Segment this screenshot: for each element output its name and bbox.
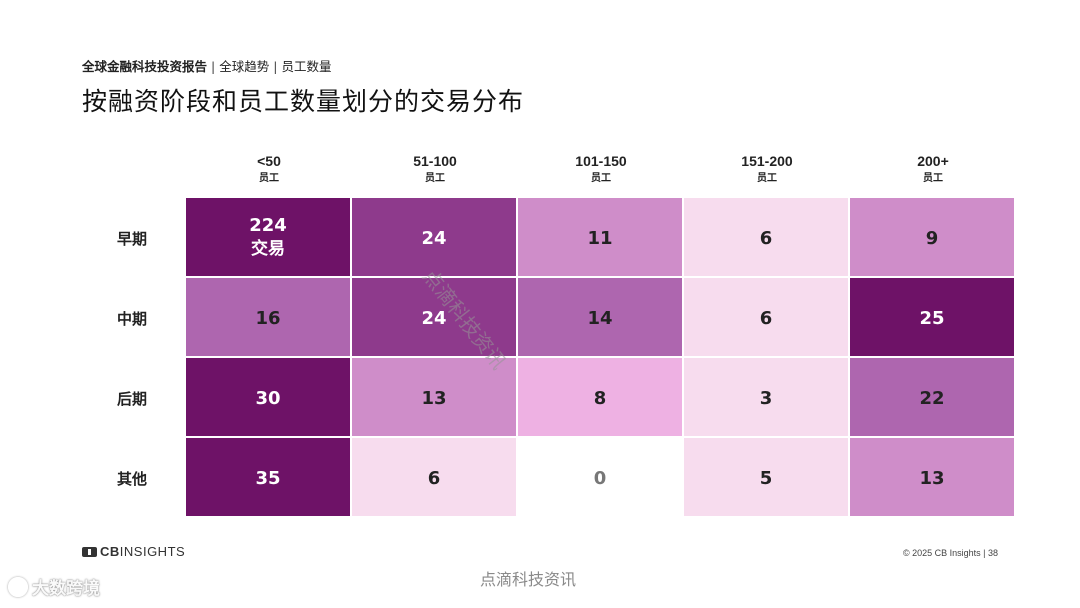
cell-value: 6 xyxy=(760,308,773,329)
cell-value: 13 xyxy=(421,388,446,409)
cell-value: 25 xyxy=(919,308,944,329)
corner-watermark: 大数跨境 xyxy=(8,574,100,599)
row-label: 早期 xyxy=(117,230,147,248)
cb-insights-logo: CBINSIGHTS xyxy=(82,544,185,559)
copyright-page-number: © 2025 CB Insights | 38 xyxy=(902,548,998,558)
cell-value: 6 xyxy=(428,468,441,489)
heatmap-cell xyxy=(684,358,848,436)
heatmap-cell xyxy=(684,278,848,356)
heatmap-cell xyxy=(352,278,516,356)
logo-text: CBINSIGHTS xyxy=(100,544,186,559)
heatmap-cell xyxy=(518,438,682,516)
heatmap-cell xyxy=(684,198,848,276)
cell-value: 16 xyxy=(255,308,280,329)
breadcrumb-separator: | xyxy=(211,59,216,74)
cell-value: 5 xyxy=(760,468,773,489)
breadcrumb-employees: 员工数量 xyxy=(281,59,332,74)
heatmap-cell xyxy=(850,278,1014,356)
row-label: 中期 xyxy=(117,310,147,328)
row-label: 其他 xyxy=(117,470,147,488)
column-header-label: 101-150 xyxy=(575,153,627,169)
cb-logo-icon xyxy=(82,546,97,557)
cell-value: 14 xyxy=(587,308,612,329)
heatmap-cell xyxy=(186,278,350,356)
column-header-label: 51-100 xyxy=(413,153,457,169)
breadcrumb: 全球金融科技投资报告 | 全球趋势 | 员工数量 xyxy=(82,56,331,75)
heatmap-cell xyxy=(352,358,516,436)
cell-suffix: 交易 xyxy=(251,238,285,259)
cell-value: 6 xyxy=(760,228,773,249)
cell-value: 3 xyxy=(760,388,773,409)
heatmap-cell xyxy=(684,438,848,516)
row-label: 后期 xyxy=(117,390,147,408)
page-title: 按融资阶段和员工数量划分的交易分布 xyxy=(82,87,525,116)
cell-value: 0 xyxy=(594,468,607,489)
heatmap-cell xyxy=(518,278,682,356)
heatmap-cell xyxy=(850,358,1014,436)
heatmap-cell xyxy=(352,198,516,276)
cell-value: 24 xyxy=(421,228,446,249)
column-header-label: <50 xyxy=(257,153,281,169)
cell-value: 24 xyxy=(421,308,446,329)
column-header-sub: 员工 xyxy=(259,172,279,184)
column-header-label: 200+ xyxy=(917,153,949,169)
heatmap-cell xyxy=(518,198,682,276)
cell-value: 13 xyxy=(919,468,944,489)
heatmap-cell xyxy=(186,198,350,276)
heatmap-cell xyxy=(186,358,350,436)
watermark-logo-icon xyxy=(8,576,28,597)
cell-value: 11 xyxy=(587,228,612,249)
column-header-sub: 员工 xyxy=(425,172,445,184)
column-header-sub: 员工 xyxy=(757,172,777,184)
column-header-sub: 员工 xyxy=(923,172,943,184)
heatmap-cell xyxy=(850,198,1014,276)
heatmap-cell xyxy=(352,438,516,516)
column-header-sub: 员工 xyxy=(591,172,611,184)
breadcrumb-separator: | xyxy=(273,59,278,74)
cell-value: 30 xyxy=(255,388,280,409)
heatmap-cell xyxy=(850,438,1014,516)
breadcrumb-report: 全球金融科技投资报告 xyxy=(82,59,208,74)
heatmap-cell xyxy=(186,438,350,516)
cell-value: 22 xyxy=(919,388,944,409)
cell-value: 8 xyxy=(594,388,607,409)
heatmap-cell xyxy=(518,358,682,436)
column-header-label: 151-200 xyxy=(741,153,793,169)
breadcrumb-trend: 全球趋势 xyxy=(219,59,270,74)
bottom-watermark: 点滴科技资讯 xyxy=(480,570,577,589)
corner-watermark-text: 大数跨境 xyxy=(32,579,100,599)
cell-value: 9 xyxy=(926,228,939,249)
cell-value: 35 xyxy=(255,468,280,489)
cell-value: 224 xyxy=(249,215,287,236)
